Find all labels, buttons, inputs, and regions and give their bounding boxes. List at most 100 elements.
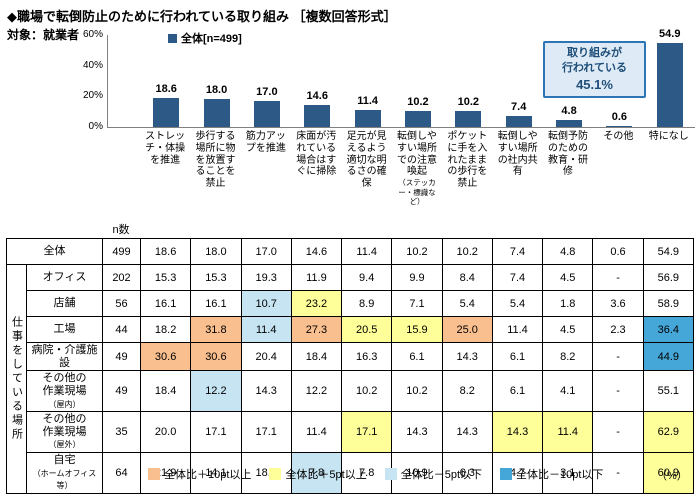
bar-series: 18.6 18.0 17.0 14.6 11.4 10.2 10.2 7.4 4.8 0.6 54.… xyxy=(141,28,695,127)
value-cell: 15.9 xyxy=(391,316,443,343)
bar xyxy=(253,100,280,127)
bar-column: 4.8 xyxy=(544,35,594,127)
value-cell: 18.6 xyxy=(139,238,192,265)
category-label-text: 転倒しやすい場所での注意喚起 xyxy=(396,131,437,178)
category-label: 転倒しやすい場所での注意喚起 （ステッカー・標識など） xyxy=(392,131,442,206)
table-row: 工場 44 18.2 31.8 11.4 27.3 20.5 15.9 25.0 11.4 4.5 2… xyxy=(7,316,695,343)
x-axis-category-labels: ストレッチ・体操を推進 歩行する場所に物を放置することを禁止 筋力アップを推進 床面が… xyxy=(140,131,694,206)
category-label: 筋力アップを推進 xyxy=(241,131,291,206)
value-cell: 0.6 xyxy=(592,238,644,265)
value-cell: 11.4 xyxy=(240,316,292,343)
row-label: その他の 作業現場（屋外） xyxy=(26,411,103,454)
value-cell: 11.4 xyxy=(341,238,393,265)
highlight-legend-label: 全体比＋5pt以上 xyxy=(285,469,367,481)
value-cell: 19.3 xyxy=(240,264,292,291)
bar xyxy=(606,126,633,127)
bar xyxy=(455,111,482,127)
value-cell: 18.4 xyxy=(139,370,192,413)
highlight-legend-label: 全体比－10pt以下 xyxy=(516,469,604,481)
bar-value-label: 54.9 xyxy=(659,27,681,40)
bar-column: 17.0 xyxy=(242,35,292,127)
n-count-cell: 56 xyxy=(102,290,141,317)
workplace-group-label: 仕事をしている場所 xyxy=(6,263,27,495)
y-tick-label: 40% xyxy=(82,59,103,71)
color-swatch-icon xyxy=(148,468,160,480)
series-label: 全体[n=499] xyxy=(181,33,242,45)
n-count-cell: 49 xyxy=(102,341,141,372)
value-cell: 18.4 xyxy=(290,341,343,372)
series-swatch-icon xyxy=(168,33,177,43)
bar xyxy=(404,111,431,127)
value-cell: 9.4 xyxy=(341,264,393,291)
callout-box: 取り組みが 行われている 45.1% xyxy=(543,41,646,99)
value-cell: 7.8 xyxy=(341,452,393,495)
value-cell: 23.2 xyxy=(290,290,343,317)
chart-legend: 全体[n=499] xyxy=(168,30,242,46)
bar-column: 18.6 xyxy=(141,35,191,127)
highlight-legend-item: 全体比＋10pt以上 xyxy=(148,466,251,482)
value-cell: 16.1 xyxy=(190,290,242,317)
category-label: 床面が汚れている場合はすぐに掃除 xyxy=(291,131,341,206)
n-column-header: n数 xyxy=(112,224,130,236)
value-cell: 30.6 xyxy=(139,341,192,372)
value-cell: 17.0 xyxy=(240,238,292,265)
value-cell: 18.2 xyxy=(139,316,192,343)
n-count-cell: 35 xyxy=(102,411,141,454)
value-cell: 15.3 xyxy=(190,264,242,291)
category-label-text: その他 xyxy=(603,131,634,142)
value-cell: 62.9 xyxy=(642,411,695,454)
value-cell: 10.2 xyxy=(391,370,443,413)
value-cell: 10.2 xyxy=(391,238,443,265)
value-cell: 36.4 xyxy=(642,316,695,343)
value-cell: - xyxy=(592,370,644,413)
value-cell: 6.3 xyxy=(441,452,493,495)
row-label: 自宅 （ホームオフィス等） xyxy=(26,452,103,495)
row-label: オフィス xyxy=(26,264,103,291)
value-cell: 11.4 xyxy=(542,411,594,454)
y-tick-label: 0% xyxy=(88,121,103,132)
category-label-text: 歩行する場所に物を放置することを禁止 xyxy=(195,131,236,190)
table-row: 店舗 56 16.1 16.1 10.7 23.2 8.9 7.1 5.4 5.4 1.8 3.6 58… xyxy=(7,290,695,317)
value-cell: 11.9 xyxy=(290,264,343,291)
n-count-cell: 499 xyxy=(102,238,141,265)
bar xyxy=(656,42,683,127)
value-cell: 11.4 xyxy=(491,316,544,343)
bar xyxy=(203,99,230,127)
category-label: 転倒予防のための教育・研修 xyxy=(543,131,593,206)
value-cell: 7.1 xyxy=(391,290,443,317)
n-count-cell: 64 xyxy=(102,452,141,495)
value-cell: 12.2 xyxy=(290,370,343,413)
highlight-legend-label: 全体比－5pt以下 xyxy=(400,469,483,481)
table-row: 自宅 （ホームオフィス等） 64 21.9 14.1 18.8 7.8 7.8 10.9 6.3 4… xyxy=(7,452,695,495)
category-label: その他 xyxy=(593,131,643,206)
value-cell: - xyxy=(592,264,644,291)
bar-value-label: 0.6 xyxy=(611,111,628,124)
value-cell: 14.3 xyxy=(491,411,544,454)
value-cell: 17.1 xyxy=(240,411,292,454)
category-label-text: 転倒しやすい場所の社内共有 xyxy=(497,131,538,178)
value-cell: 16.3 xyxy=(341,341,393,372)
value-cell: 4.1 xyxy=(542,370,594,413)
callout-value: 45.1% xyxy=(576,76,613,92)
value-cell: 4.8 xyxy=(542,238,594,265)
value-cell: 6.1 xyxy=(491,370,544,413)
color-swatch-icon xyxy=(384,468,397,480)
value-cell: 3.1 xyxy=(542,452,594,495)
value-cell: 10.2 xyxy=(341,370,393,413)
bar-value-label: 10.2 xyxy=(407,96,429,109)
value-cell: 14.6 xyxy=(290,238,343,265)
value-cell: 14.1 xyxy=(190,452,242,495)
value-cell: 6.1 xyxy=(491,341,544,372)
bar-column: 11.4 xyxy=(342,35,392,127)
bar-value-label: 18.6 xyxy=(155,83,177,96)
category-label-text: ポケットに手を入れたままの歩行を禁止 xyxy=(447,131,488,190)
value-cell: 30.6 xyxy=(190,341,242,372)
value-cell: 58.9 xyxy=(642,290,695,317)
value-cell: 56.9 xyxy=(642,264,695,291)
value-cell: 14.3 xyxy=(391,411,443,454)
highlight-legend-item: 全体比＋5pt以上 xyxy=(269,466,367,482)
bar-value-label: 18.0 xyxy=(205,84,228,97)
value-cell: 10.7 xyxy=(240,290,292,317)
color-swatch-icon xyxy=(269,468,282,480)
